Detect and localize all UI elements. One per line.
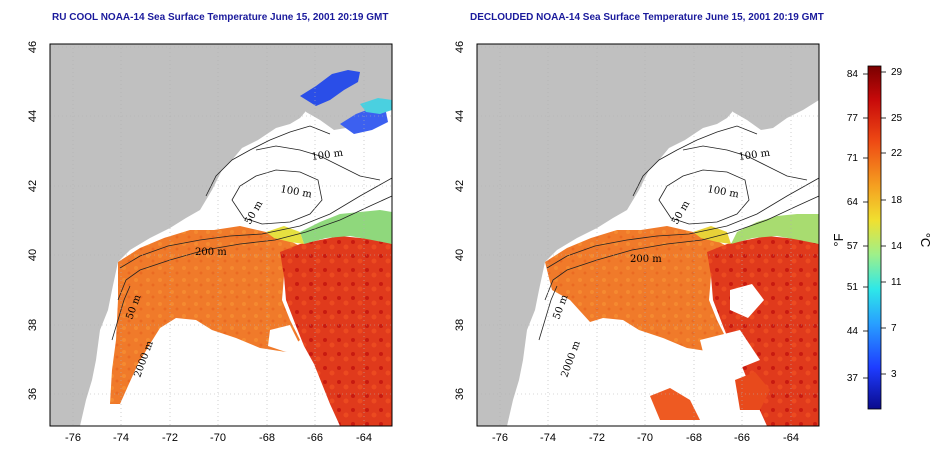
fahrenheit-tick: 77 (847, 113, 859, 124)
lon-tick: -72 (589, 432, 605, 444)
fahrenheit-scale: 84 77 71 64 57 51 44 37 (847, 69, 859, 384)
land-mass (50, 44, 392, 426)
lon-tick: -70 (210, 432, 226, 444)
lat-tick: 42 (27, 180, 39, 192)
lat-tick: 46 (454, 41, 466, 53)
nova-scotia-land (727, 58, 819, 130)
warm-sst-region (110, 226, 310, 404)
fahrenheit-tick: 84 (847, 69, 859, 80)
longitude-axis-right: -76 -74 -72 -70 -68 -66 -64 (492, 432, 799, 444)
latitude-axis-left: 46 44 42 40 38 36 (27, 41, 39, 400)
cloud-gap (220, 380, 310, 426)
lon-tick: -68 (686, 432, 702, 444)
lon-tick: -68 (259, 432, 275, 444)
lat-tick: 42 (454, 180, 466, 192)
lon-tick: -64 (783, 432, 799, 444)
cloud-gap (700, 330, 760, 372)
lon-tick: -72 (162, 432, 178, 444)
celsius-tick: 3 (891, 369, 897, 380)
fahrenheit-tick: 37 (847, 373, 859, 384)
fahrenheit-unit-label: °F (831, 233, 846, 246)
celsius-tick: 14 (891, 241, 903, 252)
green-sst-region (300, 210, 392, 244)
lon-tick: -76 (65, 432, 81, 444)
lat-tick: 36 (454, 388, 466, 400)
fahrenheit-tick: 44 (847, 326, 859, 337)
latitude-axis-right: 46 44 42 40 38 36 (454, 41, 466, 400)
celsius-tick: 7 (891, 323, 897, 334)
warm-sst-patch (650, 388, 700, 420)
lat-tick: 38 (27, 319, 39, 331)
bathymetry-contours (538, 125, 820, 341)
lat-tick: 44 (454, 110, 466, 122)
lon-tick: -70 (637, 432, 653, 444)
graticule (477, 44, 819, 426)
contour-label-200m: 200 m (630, 254, 662, 265)
lat-tick: 44 (27, 110, 39, 122)
right-sst-map: 100 m 100 m 50 m 200 m 50 m 2000 m -76 -… (454, 41, 820, 444)
lon-tick: -76 (492, 432, 508, 444)
celsius-tick: 18 (891, 195, 903, 206)
temperature-colorbar: 84 77 71 64 57 51 44 37 29 25 22 18 14 1… (831, 65, 933, 410)
lat-tick: 36 (27, 388, 39, 400)
contour-label-100m: 100 m (311, 148, 344, 163)
yellow-sst-region (266, 226, 304, 244)
cool-water-patch (360, 98, 392, 114)
lon-tick: -66 (734, 432, 750, 444)
longitude-axis-left: -76 -74 -72 -70 -68 -66 -64 (65, 432, 372, 444)
hot-sst-region (707, 236, 819, 426)
lat-tick: 40 (27, 249, 39, 261)
fahrenheit-tick: 57 (847, 241, 859, 252)
lon-tick: -66 (307, 432, 323, 444)
celsius-tick: 11 (891, 277, 902, 288)
contour-label-200m: 200 m (195, 247, 227, 258)
celsius-scale: 29 25 22 18 14 11 7 3 (891, 67, 903, 380)
fahrenheit-tick: 51 (847, 282, 859, 293)
cloud-gap (268, 325, 300, 352)
green-sst-region (731, 214, 819, 244)
land-mass (477, 44, 819, 426)
lat-tick: 46 (27, 41, 39, 53)
warm-sst-region (545, 226, 737, 352)
left-map-title: RU COOL NOAA-14 Sea Surface Temperature … (52, 12, 389, 23)
graticule (50, 44, 392, 426)
right-map-title: DECLOUDED NOAA-14 Sea Surface Temperatur… (470, 12, 824, 23)
hot-sst-region (280, 236, 392, 426)
lon-tick: -64 (356, 432, 372, 444)
yellow-sst-region (693, 226, 731, 244)
lat-tick: 38 (454, 319, 466, 331)
warm-sst-patch (735, 372, 770, 410)
bathymetry-contours (111, 125, 393, 341)
left-sst-map: 100 m 100 m 50 m 200 m 50 m 2000 m -76 -… (27, 41, 393, 444)
colorbar-gradient (867, 65, 882, 410)
contour-label-100m: 100 m (738, 148, 771, 163)
celsius-tick: 25 (891, 113, 903, 124)
cloud-gap (730, 284, 764, 318)
lat-tick: 40 (454, 249, 466, 261)
celsius-tick: 22 (891, 148, 903, 159)
fahrenheit-tick: 71 (847, 153, 859, 164)
celsius-tick: 29 (891, 67, 903, 78)
lon-tick: -74 (113, 432, 129, 444)
lon-tick: -74 (540, 432, 556, 444)
celsius-unit-label: °C (918, 233, 933, 248)
fahrenheit-tick: 64 (847, 197, 859, 208)
